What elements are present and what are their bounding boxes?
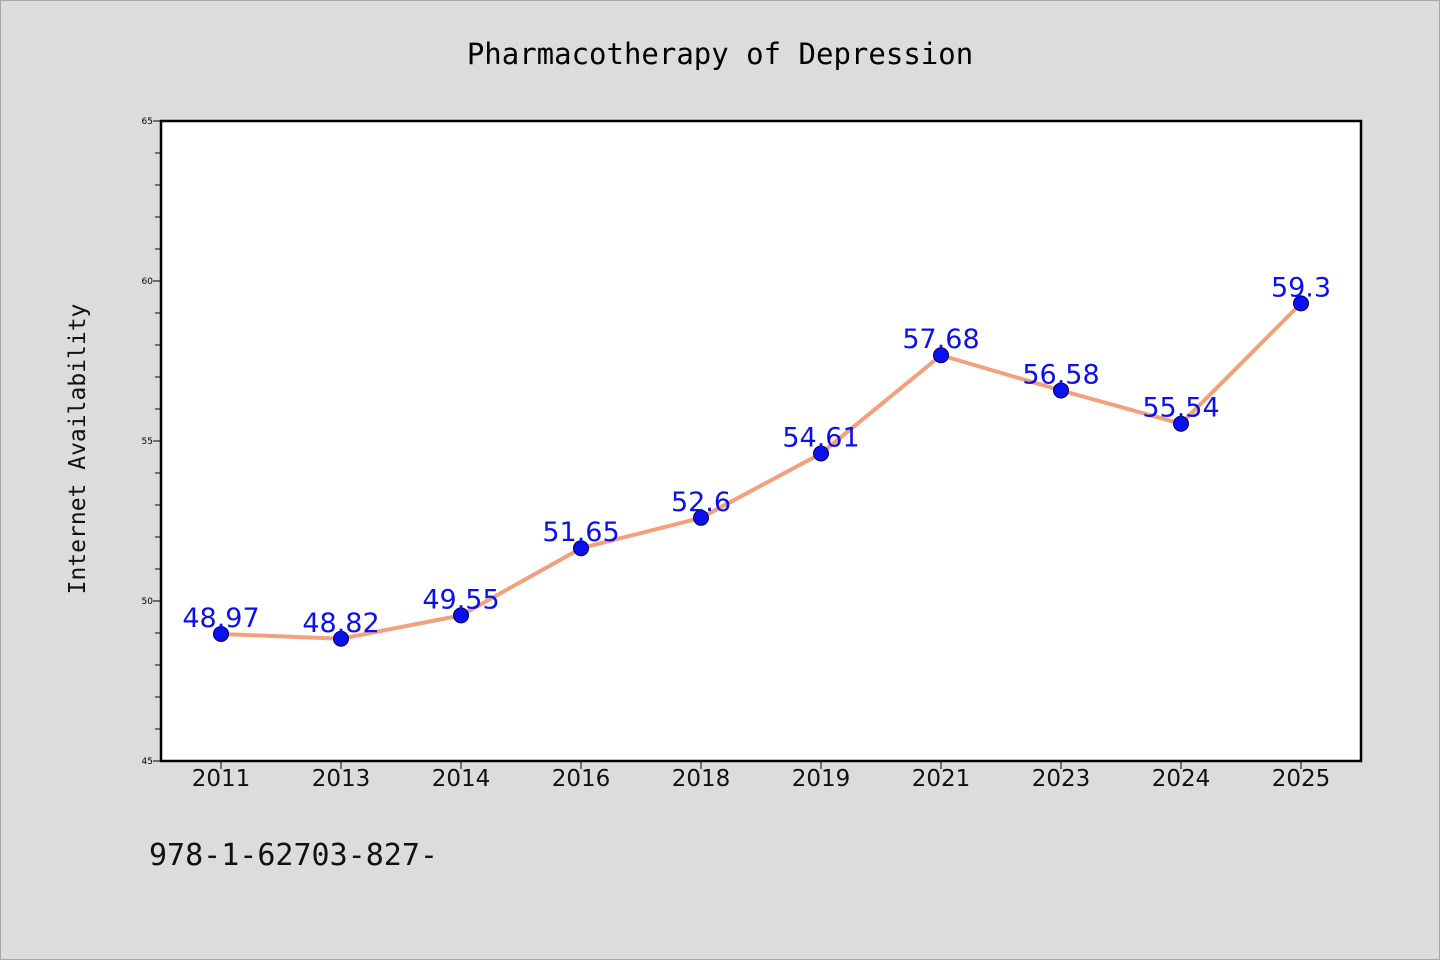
data-point-marker	[813, 445, 829, 462]
data-point-marker	[333, 630, 349, 647]
data-point-marker	[933, 347, 949, 364]
data-point-label: 48.97	[182, 603, 259, 634]
x-tick-label: 2016	[552, 766, 611, 792]
x-tick-label: 2021	[912, 766, 971, 792]
x-tick-label: 2018	[672, 766, 731, 792]
data-point-label: 51.65	[542, 517, 619, 548]
x-tick-label: 2025	[1272, 766, 1331, 792]
y-tick-label: 65	[142, 117, 153, 127]
footer-code: 978-1-62703-827-	[149, 838, 438, 873]
plot-area	[159, 119, 1363, 763]
data-markers	[213, 295, 1309, 647]
y-tick-label: 55	[142, 437, 153, 447]
y-tick-label: 50	[142, 597, 154, 607]
y-tick-label: 45	[142, 757, 153, 767]
data-point-label: 52.6	[671, 487, 731, 518]
data-point-marker	[1053, 382, 1069, 399]
data-point-label: 56.58	[1022, 359, 1099, 390]
data-point-label: 48.82	[302, 608, 379, 639]
data-labels: 48.97 48.82 49.55 51.65 52.6 54.61 57.68 56.58 5…	[182, 272, 1331, 638]
y-tick-label: 60	[142, 277, 154, 287]
data-point-marker	[1173, 415, 1189, 432]
data-point-marker	[213, 625, 229, 642]
y-axis-label: Internet Availability	[65, 304, 91, 595]
data-point-marker	[573, 540, 589, 557]
series-line	[219, 301, 1303, 641]
data-point-label: 55.54	[1142, 393, 1219, 424]
x-tick-label: 2023	[1032, 766, 1091, 792]
chart-title: Pharmacotherapy of Depression	[467, 37, 973, 71]
x-tick-label: 2013	[312, 766, 371, 792]
data-point-label: 59.3	[1271, 272, 1331, 303]
x-axis: 2011 2013 2014 2016 2018 2019 2021 2023 2024 2025	[192, 761, 1331, 792]
y-axis: 45 50 55 60 65	[142, 117, 161, 767]
data-point-marker	[1293, 295, 1309, 312]
x-tick-label: 2024	[1152, 766, 1211, 792]
data-point-marker	[693, 509, 709, 526]
x-tick-label: 2011	[192, 766, 251, 792]
x-tick-label: 2019	[792, 766, 851, 792]
data-point-label: 57.68	[902, 324, 979, 355]
data-point-label: 54.61	[782, 422, 859, 453]
x-tick-label: 2014	[432, 766, 491, 792]
data-point-label: 49.55	[422, 584, 499, 615]
data-point-marker	[453, 607, 469, 624]
